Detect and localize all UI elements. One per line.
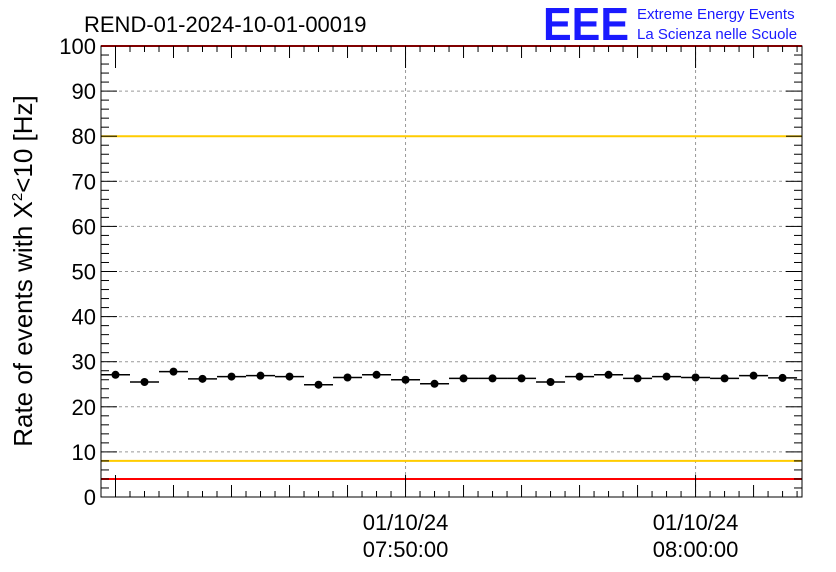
chart-title: REND-01-2024-10-01-00019: [84, 12, 367, 37]
data-point: [575, 372, 584, 381]
y-axis-label-prefix: Rate of events with: [8, 218, 38, 446]
data-point: [749, 371, 758, 380]
data-point: [459, 374, 468, 383]
y-axis-label-symbol: X: [8, 201, 38, 218]
logo-line-1: Extreme Energy Events: [637, 6, 795, 23]
x-tick-label-time: 07:50:00: [363, 537, 449, 562]
grid-lines: [101, 46, 802, 497]
data-point: [720, 374, 729, 383]
data-point: [633, 374, 642, 383]
plot-frame: [100, 45, 803, 498]
y-tick-label: 80: [72, 124, 96, 149]
data-point: [691, 373, 700, 382]
y-tick-label: 10: [72, 440, 96, 465]
data-point: [662, 372, 671, 381]
x-tick-label-date: 01/10/24: [653, 510, 739, 535]
data-point: [256, 371, 265, 380]
data-point: [372, 370, 381, 379]
y-axis-label-superscript: 2: [9, 193, 26, 201]
data-point: [546, 377, 555, 386]
data-point: [778, 373, 787, 382]
y-tick-label: 30: [72, 350, 96, 375]
data-point: [227, 372, 236, 381]
x-tick-label-time: 08:00:00: [653, 537, 739, 562]
y-tick-label: 70: [72, 169, 96, 194]
y-tick-label: 20: [72, 395, 96, 420]
data-point: [343, 373, 352, 382]
eee-logo-letters: EEE: [543, 0, 629, 50]
y-tick-label: 100: [59, 34, 96, 59]
eee-logo: EEE Extreme Energy Events La Scienza nel…: [543, 0, 797, 50]
logo-line-2: La Scienza nelle Scuole: [637, 26, 797, 43]
data-point: [314, 380, 323, 389]
data-point: [140, 377, 149, 386]
data-point: [430, 379, 439, 388]
y-tick-label: 60: [72, 214, 96, 239]
y-tick-labels: 0 10 20 30 40 50 60 70 80 90 100: [59, 34, 96, 510]
data-point: [517, 374, 526, 383]
data-point: [111, 370, 120, 379]
y-axis-label-suffix: <10 [Hz]: [8, 95, 38, 193]
y-tick-label: 0: [84, 485, 96, 510]
axis-ticks: [100, 45, 802, 498]
threshold-lines: [101, 45, 802, 480]
data-point: [198, 374, 207, 383]
y-tick-label: 50: [72, 260, 96, 285]
data-point: [401, 375, 410, 384]
data-points: [101, 367, 798, 389]
y-tick-label: 40: [72, 305, 96, 330]
data-point: [285, 372, 294, 381]
y-tick-label: 90: [72, 79, 96, 104]
data-point: [169, 367, 178, 376]
data-point: [604, 370, 613, 379]
data-point: [488, 374, 497, 383]
y-axis-label: Rate of events with X2<10 [Hz]: [8, 95, 38, 447]
x-tick-label-date: 01/10/24: [363, 510, 449, 535]
